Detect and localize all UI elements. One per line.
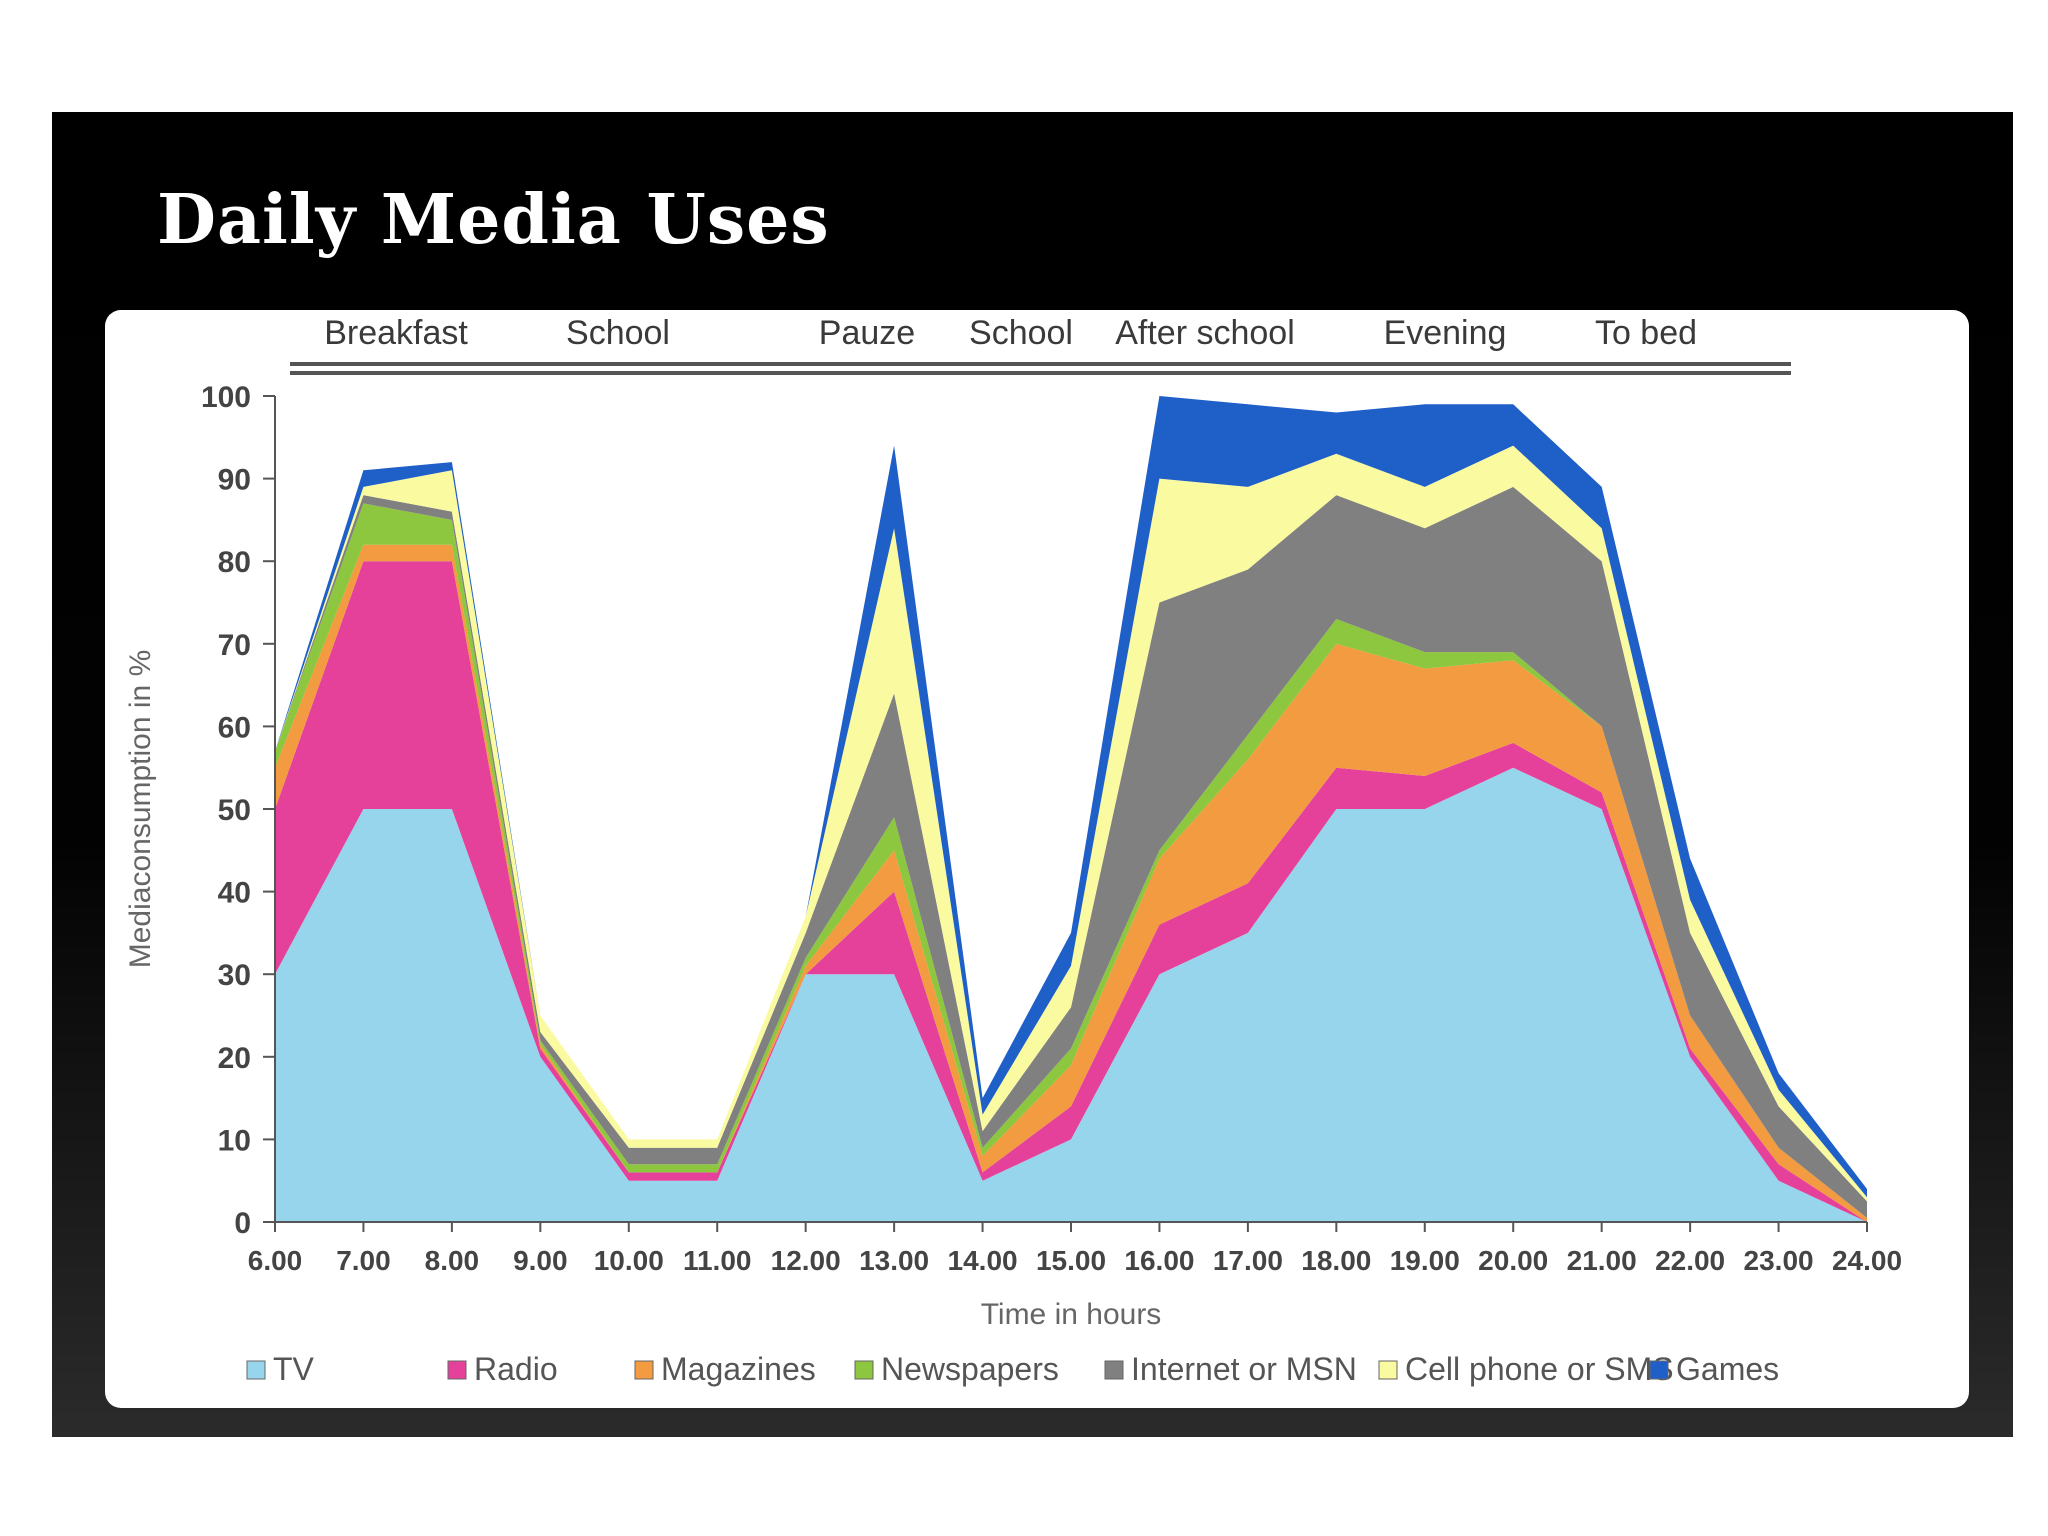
x-axis-label: Time in hours <box>981 1298 1162 1331</box>
y-tick-label: 20 <box>218 1042 251 1075</box>
y-tick-label: 90 <box>218 464 251 497</box>
legend-label-newspapers: Newspapers <box>881 1351 1059 1387</box>
legend-swatch-magazines <box>634 1360 654 1380</box>
day-phase-label: Breakfast <box>324 314 468 352</box>
y-tick-label: 70 <box>218 629 251 662</box>
chart-panel: 0 10 20 30 40 50 60 70 80 90 100 6.00 7.00 8.00 9.00 10… <box>105 310 1969 1408</box>
axes: 0 10 20 30 40 50 60 70 80 90 100 6.00 7.00 8.00 9.00 10… <box>124 381 1902 1331</box>
legend-swatch-games <box>1649 1360 1669 1380</box>
y-tick-label: 80 <box>218 546 251 579</box>
slide: Daily Media Uses 0 10 20 30 40 50 60 70 80 90 100 6… <box>52 112 2013 1437</box>
legend-swatch-cell-phone-or-sms <box>1378 1360 1398 1380</box>
legend-label-tv: TV <box>273 1351 315 1387</box>
x-tick-label: 10.00 <box>594 1245 664 1276</box>
day-phase-label: School <box>969 314 1073 352</box>
day-phases: Breakfast School Pauze School After school Ev… <box>290 314 1791 375</box>
day-phase-label: After school <box>1115 314 1295 352</box>
x-tick-label: 22.00 <box>1655 1245 1725 1276</box>
area-tv <box>275 767 1867 1222</box>
x-tick-label: 7.00 <box>336 1245 391 1276</box>
x-tick-label: 13.00 <box>859 1245 929 1276</box>
day-phase-label: School <box>566 314 670 352</box>
x-tick-label: 9.00 <box>513 1245 568 1276</box>
x-tick-label: 20.00 <box>1478 1245 1548 1276</box>
x-tick-label: 14.00 <box>948 1245 1018 1276</box>
x-tick-label: 12.00 <box>771 1245 841 1276</box>
y-tick-label: 30 <box>218 959 251 992</box>
day-phase-label: To bed <box>1595 314 1697 352</box>
x-tick-label: 21.00 <box>1567 1245 1637 1276</box>
area-radio <box>275 561 1867 1222</box>
legend-swatch-radio <box>447 1360 467 1380</box>
y-tick-label: 40 <box>218 877 251 910</box>
y-axis-label: Mediaconsumption in % <box>124 650 157 969</box>
x-tick-label: 11.00 <box>683 1245 752 1276</box>
area-magazines <box>275 544 1867 1222</box>
x-tick-label: 16.00 <box>1124 1245 1194 1276</box>
legend-swatch-tv <box>246 1360 266 1380</box>
y-tick-label: 10 <box>218 1124 251 1157</box>
x-tick-label: 15.00 <box>1036 1245 1106 1276</box>
legend-swatch-newspapers <box>854 1360 874 1380</box>
slide-title: Daily Media Uses <box>157 180 830 260</box>
legend-label-internet-or-msn: Internet or MSN <box>1131 1351 1357 1387</box>
media-usage-chart: 0 10 20 30 40 50 60 70 80 90 100 6.00 7.00 8.00 9.00 10… <box>124 314 1902 1387</box>
x-tick-label: 8.00 <box>425 1245 480 1276</box>
y-tick-label: 0 <box>234 1207 251 1240</box>
legend-label-magazines: Magazines <box>661 1351 816 1387</box>
y-tick-label: 50 <box>218 794 251 827</box>
legend: TV Radio Magazines Newspapers Internet or MS… <box>246 1351 1779 1387</box>
legend-label-radio: Radio <box>474 1351 558 1387</box>
x-tick-label: 17.00 <box>1213 1245 1283 1276</box>
x-tick-label: 18.00 <box>1301 1245 1371 1276</box>
day-phase-label: Pauze <box>819 314 915 352</box>
legend-swatch-internet-or-msn <box>1104 1360 1124 1380</box>
x-tick-label: 23.00 <box>1744 1245 1814 1276</box>
legend-label-cell-phone-or-sms: Cell phone or SMS <box>1405 1351 1674 1387</box>
day-phase-label: Evening <box>1384 314 1507 352</box>
y-tick-label: 100 <box>201 381 251 414</box>
series-areas <box>275 396 1867 1222</box>
y-tick-label: 60 <box>218 711 251 744</box>
legend-label-games: Games <box>1676 1351 1779 1387</box>
x-tick-label: 19.00 <box>1390 1245 1460 1276</box>
x-tick-label: 24.00 <box>1832 1245 1902 1276</box>
x-tick-label: 6.00 <box>248 1245 303 1276</box>
